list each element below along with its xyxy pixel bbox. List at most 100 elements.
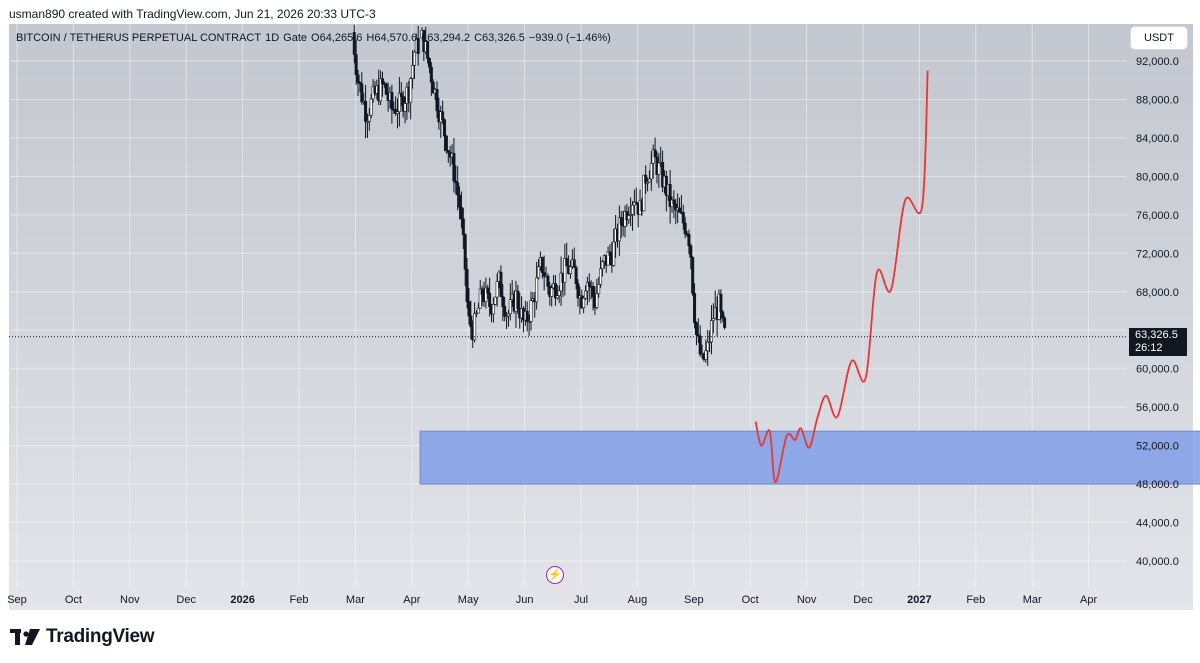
candle-body xyxy=(365,120,369,123)
candle-body xyxy=(352,32,356,55)
candle-body xyxy=(506,313,510,317)
symbol-legend: BITCOIN / TETHERUS PERPETUAL CONTRACT 1D G… xyxy=(16,32,615,44)
time-tick-label: Jun xyxy=(516,594,534,606)
candle-body xyxy=(495,281,499,298)
currency-button[interactable]: USDT xyxy=(1131,27,1187,49)
candle-body xyxy=(484,287,488,302)
candle-body xyxy=(465,268,469,302)
time-axis: Sep Oct Nov Dec 2026 Feb Mar Apr May Jun Jul Aug Sep… xyxy=(7,594,1097,606)
candle-body xyxy=(409,78,413,103)
price-tick-label: 52,000.0 xyxy=(1136,441,1179,453)
price-tick-label: 92,000.0 xyxy=(1136,56,1179,68)
candle-body xyxy=(467,301,471,317)
candle-body xyxy=(525,310,529,322)
candle-body xyxy=(646,181,650,184)
price-tick-label: 80,000.0 xyxy=(1136,171,1179,183)
symbol-name[interactable]: BITCOIN / TETHERUS PERPETUAL CONTRACT xyxy=(16,32,262,44)
candle-body xyxy=(443,119,447,137)
time-tick-label: Sep xyxy=(684,594,704,606)
candle-body xyxy=(537,266,541,279)
candle-body xyxy=(572,259,576,268)
candle-body xyxy=(689,245,693,258)
candle-body xyxy=(612,241,616,266)
candle-body xyxy=(369,98,373,116)
candle-body xyxy=(435,89,439,112)
candle-body xyxy=(461,218,465,235)
time-tick-label: Dec xyxy=(176,594,196,606)
candle-body xyxy=(691,257,695,294)
candle-body xyxy=(634,201,638,204)
time-tick-label: Feb xyxy=(966,594,985,606)
low-value: L63,294.2 xyxy=(421,32,471,44)
time-tick-label: Aug xyxy=(628,594,648,606)
tradingview-logo-text: TradingView xyxy=(46,626,155,647)
candle-body xyxy=(364,100,368,122)
candle-body xyxy=(698,335,702,355)
candle-body xyxy=(493,296,497,305)
candle-body xyxy=(412,51,416,66)
chart-panel[interactable] xyxy=(9,24,1193,610)
price-tick-label: 88,000.0 xyxy=(1136,94,1179,106)
price-tick-label: 40,000.0 xyxy=(1136,556,1179,568)
candle-body xyxy=(426,41,430,59)
candle-body xyxy=(632,201,636,206)
close-value: C63,326.5 xyxy=(474,32,525,44)
candle-body xyxy=(565,258,569,267)
candle-body xyxy=(647,178,651,183)
price-tick-label: 60,000.0 xyxy=(1136,364,1179,376)
candle-body xyxy=(444,135,448,151)
price-tick-label: 48,000.0 xyxy=(1136,479,1179,491)
candle-body xyxy=(505,315,509,318)
candle-body xyxy=(687,234,691,246)
price-tick-label: 72,000.0 xyxy=(1136,248,1179,260)
candle-body xyxy=(535,277,539,303)
price-tick-label: 84,000.0 xyxy=(1136,133,1179,145)
candle-body xyxy=(674,203,678,211)
grid-layer xyxy=(9,24,1127,586)
candle-body xyxy=(384,83,388,95)
candle-body xyxy=(653,149,657,158)
time-tick-label: Jul xyxy=(574,594,588,606)
last-price-value: 63,326.5 xyxy=(1135,329,1178,341)
events-icon[interactable]: ⚡ xyxy=(546,566,564,584)
candle-body xyxy=(501,296,505,307)
candle-body xyxy=(354,54,358,76)
interval-label[interactable]: 1D xyxy=(265,32,280,44)
candle-body xyxy=(416,37,420,54)
support-zone-layer xyxy=(419,430,1200,485)
time-tick-label: Oct xyxy=(742,594,759,606)
support-zone xyxy=(419,430,1200,485)
candle-body xyxy=(696,334,700,337)
candle-body xyxy=(508,299,512,315)
time-tick-label: Nov xyxy=(797,594,817,606)
candle-body xyxy=(422,30,426,52)
candle-body xyxy=(681,212,685,224)
time-tick-label: 2027 xyxy=(907,594,931,606)
candle-body xyxy=(488,292,492,307)
candle-body xyxy=(711,318,715,322)
candle-body xyxy=(469,315,473,328)
candle-body xyxy=(599,268,603,285)
candle-body xyxy=(582,297,586,308)
time-tick-label: Nov xyxy=(120,594,140,606)
price-tick-label: 76,000.0 xyxy=(1136,210,1179,222)
candle-body xyxy=(553,283,557,299)
candle-body xyxy=(476,307,480,314)
candle-body xyxy=(587,281,591,287)
candle-body xyxy=(459,207,463,220)
candle-body xyxy=(380,78,384,84)
candle-body xyxy=(649,162,653,180)
candle-body xyxy=(661,161,665,188)
candle-body xyxy=(617,217,621,242)
candle-body xyxy=(576,283,580,299)
time-tick-label: Oct xyxy=(65,594,82,606)
candle-body xyxy=(379,78,383,102)
candle-body xyxy=(591,286,595,298)
candle-body xyxy=(454,180,458,184)
candle-body xyxy=(627,215,631,221)
tradingview-logo[interactable]: TradingView xyxy=(10,626,155,648)
candle-body xyxy=(478,288,482,309)
time-tick-label: Apr xyxy=(403,594,420,606)
candle-body xyxy=(706,341,710,352)
